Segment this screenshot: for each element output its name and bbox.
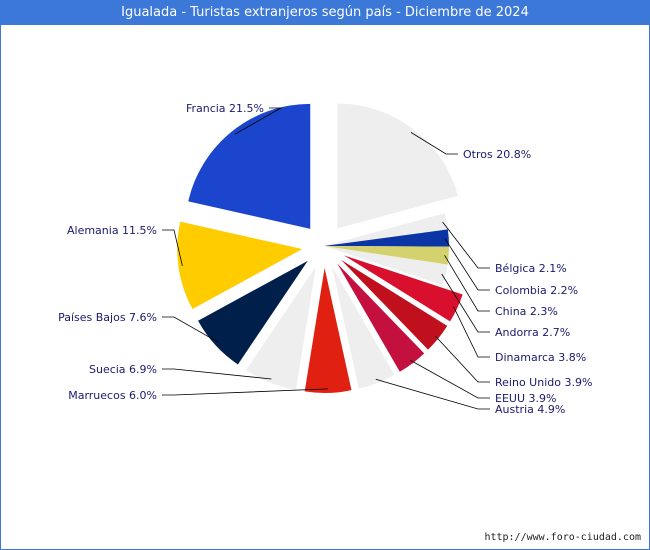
leader-line-dinamarca (453, 306, 490, 358)
slice-label-otros: Otros 20.8% (463, 148, 531, 161)
leader-line-alemania (162, 229, 183, 266)
pie-slice-reino-unido[interactable] (341, 259, 448, 350)
leader-line-belgica (442, 221, 490, 269)
pie-slice-belgica[interactable] (324, 213, 448, 246)
slice-label-francia: Francia 21.5% (186, 102, 264, 115)
pie-slice-marruecos[interactable] (304, 267, 352, 393)
slice-label-reino-unido: Reino Unido 3.9% (495, 376, 592, 389)
pie-slice-eeuu[interactable] (337, 263, 425, 372)
slice-label-belgica: Bélgica 2.1% (495, 262, 567, 275)
pie-slice-francia[interactable] (188, 103, 311, 229)
slice-label-paises-bajos: Países Bajos 7.6% (58, 311, 157, 324)
pie-slice-colombia[interactable] (324, 229, 450, 247)
slice-label-china: China 2.3% (495, 305, 558, 318)
leader-line-austria (375, 378, 490, 410)
slice-label-dinamarca: Dinamarca 3.8% (495, 351, 586, 364)
pie-slice-china[interactable] (324, 246, 449, 265)
slice-label-alemania: Alemania 11.5% (67, 224, 157, 237)
leader-line-otros (410, 132, 458, 155)
slice-label-colombia: Colombia 2.2% (495, 284, 578, 297)
pie-slice-dinamarca[interactable] (343, 255, 463, 322)
pie-slice-andorra[interactable] (324, 246, 448, 286)
pie-slice-otros[interactable] (337, 103, 458, 229)
slice-label-marruecos: Marruecos 6.0% (68, 389, 157, 402)
slice-label-andorra: Andorra 2.7% (495, 326, 570, 339)
slice-label-eeuu: EEUU 3.9% (495, 392, 556, 405)
leader-line-paises-bajos (162, 316, 219, 343)
leader-line-francia (234, 107, 283, 135)
source-url[interactable]: http://www.foro-ciudad.com (484, 532, 641, 543)
pie-slice-austria[interactable] (331, 266, 395, 389)
pie-slice-suecia[interactable] (246, 266, 316, 390)
slice-labels: Otros 20.8% Bélgica 2.1% Colombia 2.2% Chin… (58, 102, 592, 416)
leader-line-china (444, 255, 490, 312)
slice-label-suecia: Suecia 6.9% (89, 363, 157, 376)
leader-line-andorra (441, 273, 490, 333)
pie-slices (177, 103, 463, 393)
chart-title: Igualada - Turistas extranjeros según pa… (1, 1, 649, 25)
leader-line-colombia (444, 237, 490, 291)
leader-line-marruecos (162, 388, 329, 396)
label-leader-lines (162, 107, 490, 410)
leader-line-reino-unido (434, 335, 490, 383)
slice-label-austria: Austria 4.9% (495, 403, 565, 416)
leader-line-eeuu (409, 359, 490, 399)
leader-line-suecia (162, 368, 272, 380)
pie-slice-paises-bajos[interactable] (198, 260, 308, 365)
pie-slice-alemania[interactable] (177, 221, 303, 310)
